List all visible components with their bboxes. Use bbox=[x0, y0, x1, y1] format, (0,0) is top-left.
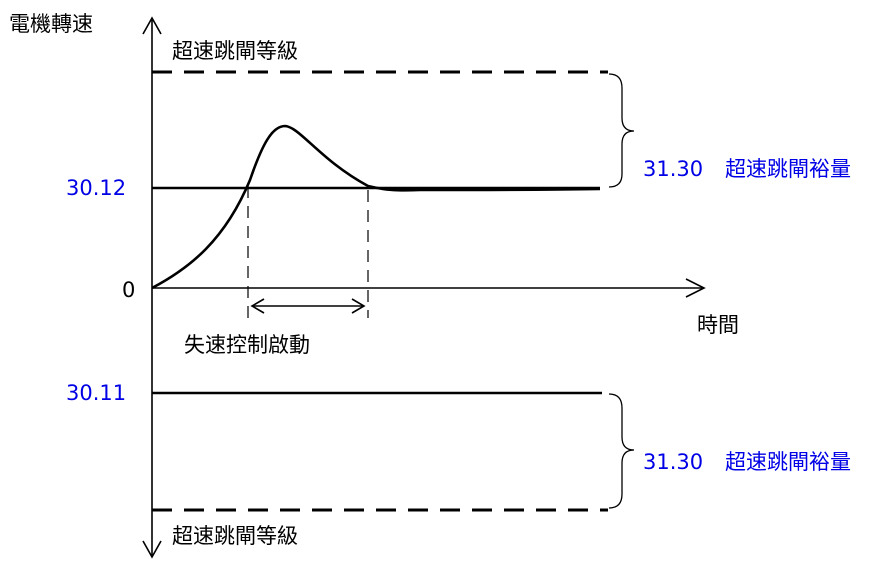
lower-margin-brace bbox=[608, 393, 635, 509]
upper-trip-level-label: 超速跳閘等級 bbox=[172, 39, 298, 63]
lower-margin-text: 超速跳閘裕量 bbox=[725, 450, 851, 474]
stall-arrow-right-head bbox=[351, 298, 366, 314]
lower-trip-level-label: 超速跳閘等級 bbox=[172, 524, 298, 548]
upper-margin-text: 超速跳閘裕量 bbox=[725, 157, 851, 181]
y-axis-label: 電機轉速 bbox=[9, 12, 93, 36]
y-axis-arrow-down bbox=[142, 540, 162, 559]
stall-control-label: 失速控制啟動 bbox=[184, 333, 310, 357]
max-speed-param: 30.12 bbox=[66, 176, 126, 200]
min-speed-param: 30.11 bbox=[66, 381, 126, 405]
stall-arrow-left-head bbox=[250, 298, 265, 314]
lower-margin-param: 31.30 bbox=[643, 450, 703, 474]
upper-margin-param: 31.30 bbox=[643, 157, 703, 181]
y-axis-arrow-up bbox=[142, 16, 162, 35]
x-axis-label: 時間 bbox=[697, 313, 739, 337]
zero-label: 0 bbox=[122, 278, 135, 302]
upper-margin-brace bbox=[608, 73, 635, 188]
speed-curve bbox=[151, 124, 601, 290]
x-axis-arrow bbox=[685, 278, 706, 298]
